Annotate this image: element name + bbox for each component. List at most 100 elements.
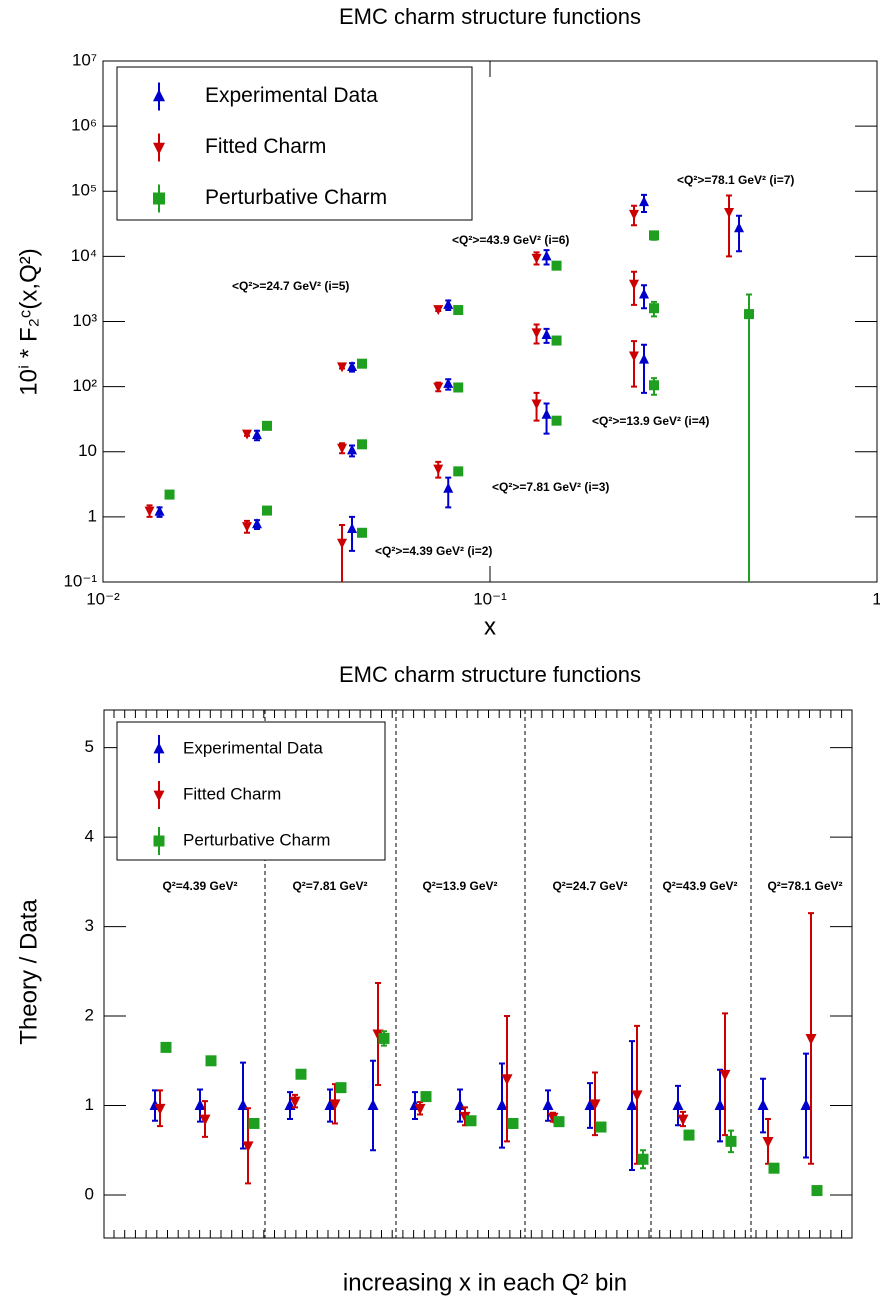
annotation: <Q²>=43.9 GeV² (i=6) [452, 233, 569, 247]
marker [551, 415, 562, 426]
error-bar [349, 515, 356, 552]
marker [501, 1074, 513, 1086]
marker [433, 305, 444, 316]
chart-title: EMC charm structure functions [339, 662, 641, 687]
legend-box [116, 66, 473, 221]
marker [507, 1117, 519, 1129]
marker [762, 1136, 774, 1148]
annotation: <Q²>=7.81 GeV² (i=3) [492, 480, 609, 494]
marker [639, 353, 650, 364]
marker [459, 1111, 471, 1123]
marker [242, 429, 253, 440]
marker [335, 1082, 347, 1094]
marker [153, 89, 165, 102]
marker [551, 335, 562, 346]
marker [683, 1129, 695, 1141]
marker [420, 1091, 432, 1103]
marker [595, 1121, 607, 1133]
marker [677, 1114, 689, 1126]
marker [347, 523, 358, 534]
y-tick-label: 10⁷ [72, 50, 97, 69]
marker [734, 222, 745, 233]
marker [672, 1098, 684, 1110]
marker [453, 305, 464, 316]
y-tick-label: 1 [88, 506, 97, 525]
marker [329, 1099, 341, 1111]
marker [639, 196, 650, 207]
data-layer [144, 193, 755, 582]
marker [324, 1098, 336, 1110]
marker [541, 329, 552, 340]
marker [800, 1098, 812, 1110]
chart-title: EMC charm structure functions [339, 4, 641, 29]
marker [531, 328, 542, 339]
marker [414, 1103, 426, 1115]
marker [589, 1099, 601, 1111]
marker [153, 742, 165, 754]
legend-label: Fitted Charm [183, 784, 281, 803]
bin-label: Q²=4.39 GeV² [162, 879, 237, 893]
marker [248, 1117, 260, 1129]
y-tick-label: 3 [85, 916, 94, 935]
marker [153, 192, 165, 205]
y-axis-label: Theory / Data [15, 899, 42, 1045]
y-tick-label: 10³ [72, 311, 97, 330]
x-tick-label: 10⁻¹ [473, 589, 507, 608]
y-axis-label: 10ⁱ * F₂ᶜ(x,Q²) [15, 248, 42, 395]
marker [496, 1098, 508, 1110]
annotation: <Q²>=13.9 GeV² (i=4) [592, 414, 709, 428]
y-tick-label: 1 [85, 1095, 94, 1114]
annotation: <Q²>=78.1 GeV² (i=7) [677, 173, 794, 187]
y-tick-label: 10² [72, 376, 97, 395]
error-bar [746, 293, 753, 582]
data-layer [149, 912, 823, 1197]
annotation: <Q²>=24.7 GeV² (i=5) [232, 279, 349, 293]
marker [805, 1034, 817, 1046]
marker [551, 260, 562, 271]
marker [153, 835, 165, 847]
bin-label: Q²=78.1 GeV² [767, 879, 842, 893]
marker [144, 506, 155, 517]
marker [378, 1032, 390, 1044]
marker [337, 362, 348, 373]
error-bar [641, 343, 648, 394]
marker [347, 361, 358, 372]
marker [531, 399, 542, 410]
marker [205, 1055, 217, 1067]
marker [372, 1029, 384, 1041]
annotation: <Q²>=4.39 GeV² (i=2) [375, 544, 492, 558]
marker [725, 1135, 737, 1147]
bin-label: Q²=13.9 GeV² [422, 879, 497, 893]
marker [542, 1098, 554, 1110]
marker [262, 505, 273, 516]
marker [453, 466, 464, 477]
x-tick-label: 10⁻² [86, 589, 120, 608]
marker [262, 420, 273, 431]
x-axis-label: increasing x in each Q² bin [343, 1269, 627, 1296]
marker [289, 1096, 301, 1108]
error-bar [736, 214, 743, 253]
marker [541, 408, 552, 419]
marker [160, 1041, 172, 1053]
marker [724, 208, 735, 219]
marker [252, 518, 263, 529]
y-tick-label: 4 [85, 827, 94, 846]
marker [626, 1098, 638, 1110]
marker [649, 303, 660, 314]
bin-label: Q²=7.81 GeV² [292, 879, 367, 893]
marker [744, 309, 755, 320]
marker [154, 505, 165, 516]
y-tick-label: 10⁵ [71, 181, 97, 200]
y-tick-label: 2 [85, 1006, 94, 1025]
marker [443, 482, 454, 493]
marker [719, 1069, 731, 1081]
marker [194, 1098, 206, 1110]
marker [154, 1103, 166, 1115]
marker [337, 443, 348, 454]
marker [649, 230, 660, 241]
marker [631, 1090, 643, 1102]
marker [541, 250, 552, 261]
marker [547, 1112, 559, 1124]
marker [629, 279, 640, 290]
